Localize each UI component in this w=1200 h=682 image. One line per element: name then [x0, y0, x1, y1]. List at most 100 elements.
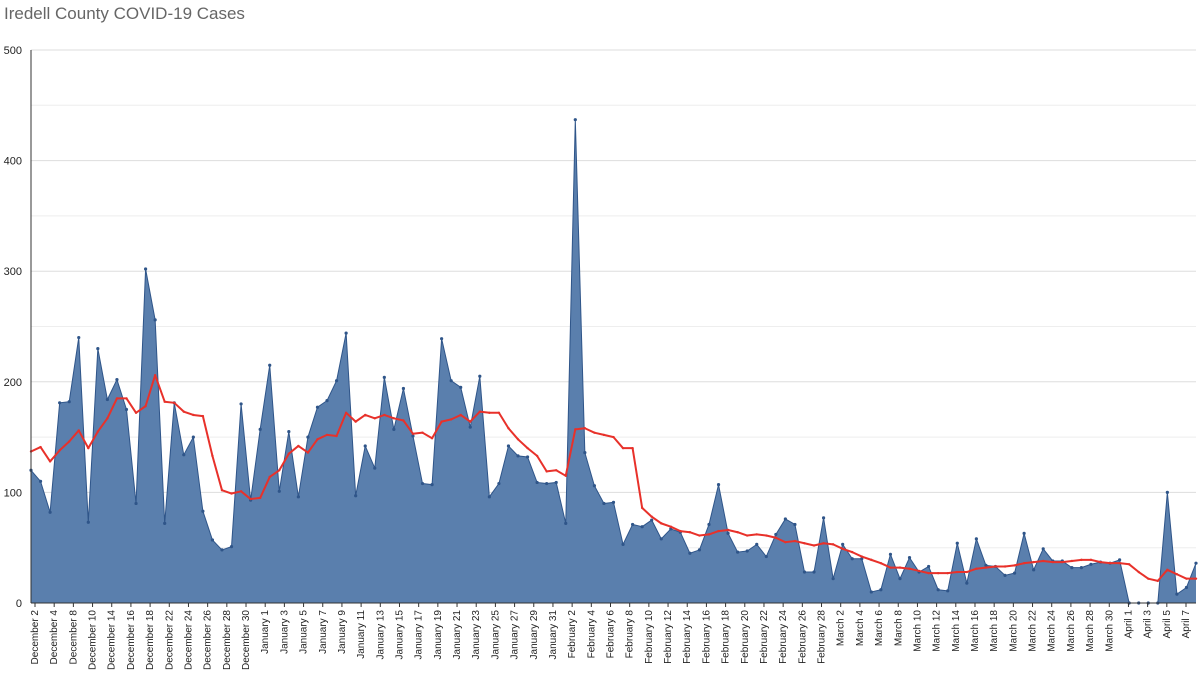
cases-point [1175, 592, 1179, 596]
x-tick-label: April 5 [1162, 610, 1173, 639]
x-tick-label: March 14 [951, 610, 962, 652]
cases-point [401, 386, 406, 391]
moving-average-point [1156, 579, 1160, 583]
cases-point [277, 489, 281, 493]
x-tick-label: March 12 [932, 610, 943, 652]
cases-point [573, 118, 577, 122]
cases-point [363, 444, 367, 448]
x-tick-label: March 26 [1066, 610, 1077, 652]
moving-average-point [612, 435, 615, 439]
moving-average-point [879, 561, 883, 565]
moving-average-point [325, 433, 329, 437]
moving-average-point [1147, 577, 1150, 580]
cases-point [525, 455, 530, 459]
cases-point [927, 564, 931, 569]
cases-point [860, 557, 864, 561]
moving-average-point [621, 446, 625, 450]
cases-point [268, 363, 272, 367]
moving-average-point [68, 440, 71, 443]
cases-point [48, 510, 52, 514]
x-tick-label: January 25 [490, 610, 501, 660]
x-tick-label: March 30 [1104, 610, 1115, 652]
moving-average-point [555, 469, 558, 472]
cases-point [143, 267, 148, 271]
cases-point [134, 501, 138, 506]
moving-average-point [640, 506, 644, 510]
moving-average-point [736, 531, 739, 534]
x-tick-label: January 19 [433, 610, 444, 660]
x-tick-label: January 13 [375, 610, 386, 660]
y-tick-label: 200 [4, 377, 22, 389]
moving-average-point [230, 492, 233, 495]
moving-average-point [411, 432, 415, 435]
moving-average-point [602, 433, 606, 437]
moving-average-point [898, 566, 902, 569]
moving-average-point [163, 400, 166, 403]
cases-point [583, 450, 587, 455]
moving-average-point [1185, 577, 1188, 580]
moving-average-point [258, 496, 262, 500]
cases-point [153, 318, 157, 322]
moving-average-point [583, 427, 587, 430]
cases-point [1070, 566, 1074, 570]
cases-point [115, 377, 119, 382]
moving-average-point [87, 446, 90, 450]
x-tick-label: February 20 [740, 610, 751, 664]
moving-average-point [354, 420, 357, 423]
moving-average-point [1118, 561, 1121, 565]
x-tick-label: March 4 [855, 610, 866, 647]
x-tick-label: December 4 [49, 610, 60, 665]
cases-point [564, 521, 568, 525]
cases-point [1041, 547, 1045, 551]
cases-point [974, 537, 978, 541]
moving-average-point [994, 565, 997, 568]
cases-point [602, 501, 606, 506]
cases-point [716, 483, 721, 487]
cases-point [449, 379, 453, 383]
cases-point [1165, 490, 1169, 494]
x-axis-ticks: December 2 December 4 December 8 December 1… [30, 603, 1192, 670]
cases-point [296, 495, 300, 499]
moving-average-point [726, 528, 730, 532]
moving-average-point [335, 434, 338, 438]
cases-point [955, 541, 959, 545]
cases-point [201, 509, 205, 513]
moving-average-point [1032, 560, 1035, 564]
moving-average-point [297, 444, 300, 448]
y-tick-label: 400 [4, 156, 22, 168]
cases-point [545, 481, 549, 486]
moving-average-point [153, 373, 157, 377]
moving-average-point [946, 571, 949, 575]
cases-point [325, 399, 329, 403]
cases-point [841, 542, 845, 546]
cases-point [1194, 561, 1198, 565]
y-tick-label: 300 [4, 266, 22, 278]
cases-point [736, 550, 740, 554]
x-tick-label: March 24 [1047, 610, 1058, 652]
x-tick-label: March 28 [1085, 610, 1096, 652]
moving-average-point [669, 525, 672, 528]
moving-average-point [1127, 563, 1131, 566]
moving-average-point [717, 529, 720, 533]
moving-average-point [984, 566, 988, 569]
moving-average-series [29, 373, 1198, 583]
cases-point [907, 556, 912, 560]
x-tick-label: April 3 [1143, 610, 1154, 639]
moving-average-point [1003, 565, 1007, 568]
cases-point [831, 577, 835, 581]
x-tick-label: December 2 [30, 610, 41, 665]
x-tick-label: January 11 [356, 610, 367, 659]
moving-average-point [77, 429, 80, 432]
cases-point [191, 435, 195, 439]
cases-point [344, 331, 348, 335]
moving-average-point [908, 567, 911, 570]
x-tick-label: December 18 [145, 610, 156, 670]
x-tick-label: March 6 [874, 610, 885, 647]
cases-point [793, 522, 797, 527]
cases-point [354, 494, 358, 498]
cases-point [1022, 531, 1026, 535]
moving-average-point [306, 451, 310, 454]
cases-point [697, 548, 702, 552]
cases-point [984, 563, 988, 568]
x-tick-label: February 10 [644, 610, 655, 664]
